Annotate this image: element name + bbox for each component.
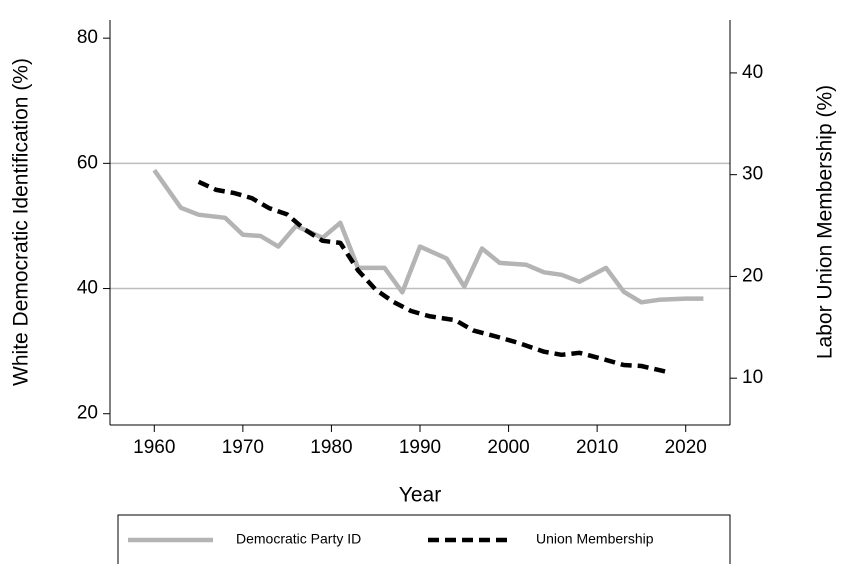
y-tick-label: 60: [77, 152, 98, 173]
y2-tick-label: 20: [742, 265, 763, 286]
x-tick-label: 1970: [222, 437, 264, 458]
legend-box: [117, 514, 731, 564]
y-tick-label: 20: [77, 403, 98, 424]
y-axis-title: White Democratic Identification (%): [10, 58, 33, 386]
y2-axis-title: Labor Union Membership (%): [814, 85, 837, 359]
x-axis-title: Year: [399, 484, 441, 507]
y-tick-label: 40: [77, 278, 98, 299]
y-tick-label: 80: [77, 27, 98, 48]
x-tick-label: 2020: [665, 437, 707, 458]
legend-label: Union Membership: [536, 531, 654, 547]
y2-tick-label: 10: [742, 367, 763, 388]
y2-tick-label: 30: [742, 164, 763, 185]
x-tick-label: 2000: [487, 437, 529, 458]
line-series: [152, 168, 704, 305]
legend-label: Democratic Party ID: [236, 531, 361, 547]
x-tick-label: 1960: [133, 437, 175, 458]
x-tick-label: 1990: [399, 437, 441, 458]
x-tick-label: 2010: [576, 437, 618, 458]
line-series: [197, 179, 669, 375]
y2-tick-label: 40: [742, 62, 763, 83]
x-tick-label: 1980: [310, 437, 352, 458]
